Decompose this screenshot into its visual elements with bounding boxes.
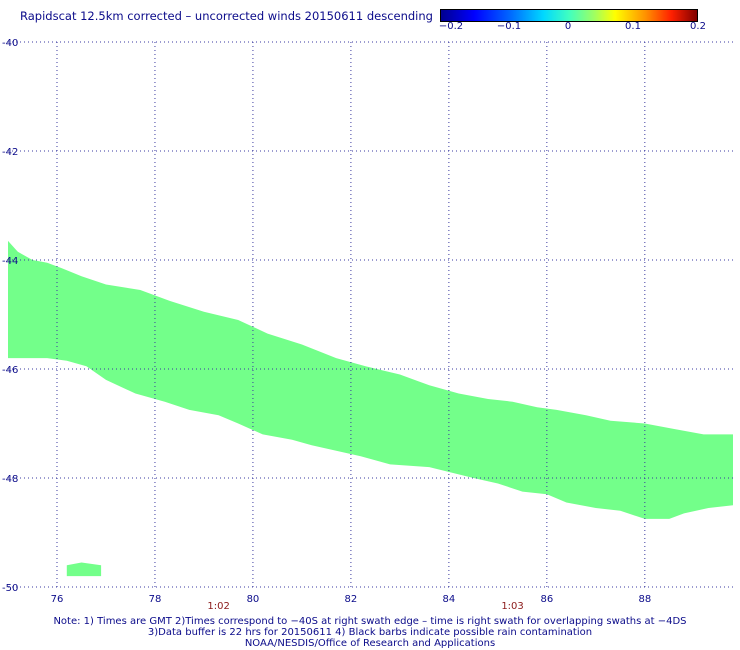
longitude-tick-label: 80 <box>247 594 260 605</box>
longitude-tick-label: 78 <box>149 594 162 605</box>
footnote-line-2: 3)Data buffer is 22 hrs for 20150611 4) … <box>147 627 593 638</box>
latitude-tick-label: -46 <box>2 365 18 376</box>
swath-fill <box>8 240 733 519</box>
colorbar-tick: 0.1 <box>625 21 641 32</box>
latitude-axis: -40 -42 -44 -46 -48 -50 <box>2 38 18 594</box>
pass-time-label: 1:02 <box>207 601 229 612</box>
gridlines <box>8 41 733 588</box>
latitude-tick-label: -44 <box>2 256 18 267</box>
latitude-tick-label: -48 <box>2 474 18 485</box>
pass-time-label: 1:03 <box>501 601 523 612</box>
latitude-tick-label: -40 <box>2 38 18 49</box>
longitude-tick-label: 82 <box>345 594 358 605</box>
colorbar-tick: −0.2 <box>438 21 464 32</box>
footnote-line-1: Note: 1) Times are GMT 2)Times correspon… <box>53 616 687 627</box>
swath-fill-fragment <box>66 562 102 577</box>
colorbar-tick: 0 <box>564 21 572 32</box>
latitude-tick-label: -50 <box>2 583 18 594</box>
time-labels: 1:02 1:03 <box>207 601 523 612</box>
longitude-tick-label: 84 <box>443 594 456 605</box>
longitude-tick-label: 76 <box>51 594 64 605</box>
footnote-credit: NOAA/NESDIS/Office of Research and Appli… <box>244 638 496 649</box>
longitude-tick-label: 88 <box>638 594 651 605</box>
map-title: Rapidscat 12.5km corrected – uncorrected… <box>20 9 433 23</box>
longitude-tick-label: 86 <box>540 594 553 605</box>
colorbar-tick: 0.2 <box>690 21 706 32</box>
longitude-axis: 76 78 80 82 84 86 88 <box>51 594 652 605</box>
colorbar-tick: −0.1 <box>496 21 522 32</box>
latitude-tick-label: -42 <box>2 147 18 158</box>
colorbar <box>440 9 698 22</box>
